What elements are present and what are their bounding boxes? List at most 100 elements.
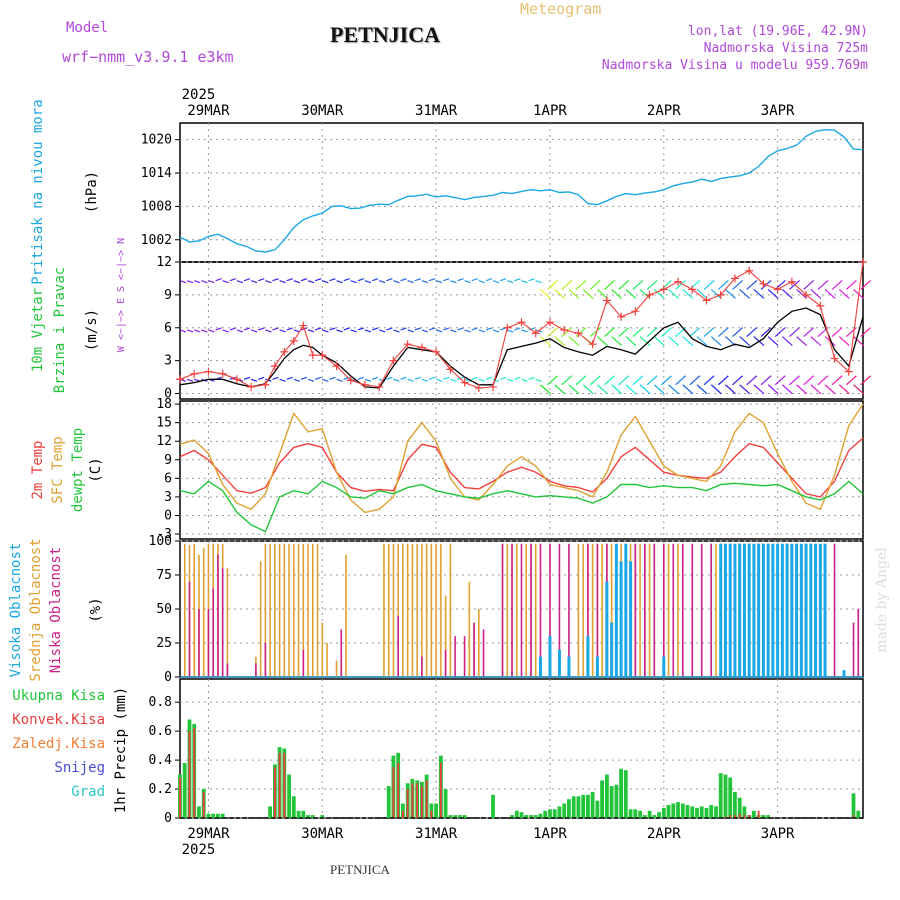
- wind-arrow: [393, 329, 400, 333]
- wind-arrow: [364, 280, 372, 284]
- wind-arrow: [589, 327, 601, 337]
- wind-arrow: [789, 327, 800, 337]
- wind-arrow: [407, 378, 414, 382]
- wind-compass-label: W <−|−> E S <−|−> N: [116, 238, 127, 352]
- wind-arrow: [710, 384, 722, 395]
- temp-line-0: [179, 437, 864, 498]
- wind-gust-marker: [517, 318, 526, 327]
- wind-arrow: [625, 384, 637, 395]
- model-name: wrf−nmm_v3.9.1 e3km: [62, 48, 234, 66]
- x-tick-label-bottom: 31MAR: [415, 826, 458, 842]
- wind-arrow: [186, 329, 194, 333]
- precip-bar: [766, 815, 770, 818]
- precip-bar: [491, 794, 495, 818]
- wind-arrow: [499, 278, 507, 282]
- precip-bar: [182, 763, 187, 818]
- wind-arrow: [464, 280, 471, 284]
- wind-gust-marker: [745, 266, 754, 275]
- wind-arrow: [845, 327, 857, 337]
- wind-gust-marker: [289, 336, 298, 345]
- precip-bar: [742, 806, 747, 818]
- wind-arrow: [208, 280, 215, 284]
- precip-bar: [633, 809, 638, 818]
- wind-arrow: [201, 329, 208, 333]
- wind-arrow: [521, 378, 528, 382]
- wind-arrow: [443, 376, 450, 380]
- precip-bar: [220, 813, 225, 818]
- wind-arrow: [528, 278, 535, 282]
- wind-axis-subtitle: Brzina i Pravac: [52, 267, 68, 393]
- wind-arrow: [639, 384, 651, 395]
- wind-arrow: [661, 279, 672, 290]
- y-tick-label: -3: [156, 527, 172, 542]
- wind-arrow: [343, 278, 350, 282]
- model-elevation-label: Nadmorska Visina u modelu 959.769m: [601, 58, 868, 73]
- wind-arrow: [229, 278, 236, 282]
- wind-arrow: [371, 327, 379, 331]
- wind-gust-marker: [299, 321, 308, 330]
- precip-bar: [392, 767, 395, 818]
- wind-arrow: [817, 375, 829, 386]
- wind-arrow: [653, 288, 665, 299]
- wind-arrow: [293, 329, 301, 333]
- y-tick-label: 0.4: [149, 753, 173, 768]
- wind-arrow: [279, 280, 286, 284]
- wind-arrow: [831, 375, 843, 386]
- wind-arrow: [514, 376, 521, 380]
- wind-arrow: [421, 280, 429, 284]
- x-tick-label-top: 2APR: [647, 103, 681, 119]
- year-label-bottom: 2025: [182, 842, 216, 858]
- wind-arrow: [507, 280, 514, 284]
- precip-bar: [748, 815, 751, 818]
- x-tick-label-top: 3APR: [761, 103, 795, 119]
- wind-arrow: [554, 384, 566, 395]
- wind-arrow: [350, 280, 357, 284]
- x-tick-label-bottom: 3APR: [761, 826, 795, 842]
- wind-gust-marker: [232, 375, 241, 384]
- precip-bar: [856, 810, 861, 818]
- wind-arrow: [575, 327, 587, 337]
- wind-gust-marker: [489, 382, 498, 391]
- wind-arrow: [725, 384, 736, 395]
- precip-bar: [718, 773, 723, 818]
- precip-bar: [287, 774, 291, 818]
- precip-bar: [661, 807, 666, 818]
- wind-arrow: [279, 378, 286, 382]
- precip-bar: [704, 807, 709, 818]
- precip-bar: [538, 813, 543, 818]
- wind-arrow: [796, 288, 807, 299]
- precip-bar: [401, 803, 405, 818]
- wind-arrow: [443, 327, 450, 331]
- wind-arrow: [457, 327, 464, 331]
- wind-arrow: [322, 329, 329, 333]
- wind-arrow: [589, 279, 601, 290]
- wind-arrow: [810, 288, 822, 299]
- wind-arrow: [215, 278, 222, 282]
- precip-bar: [416, 783, 419, 819]
- wind-arrow: [535, 378, 542, 382]
- wind-arrow: [507, 329, 514, 333]
- wind-arrow: [379, 280, 386, 284]
- wind-arrow: [682, 336, 694, 346]
- y-tick-label: 25: [156, 636, 172, 651]
- wind-arrow: [831, 279, 843, 290]
- wind-arrow: [661, 375, 672, 386]
- wind-arrow: [618, 375, 630, 386]
- tsfc-axis-title: SFC Temp: [50, 436, 66, 503]
- wind-gust-marker: [645, 290, 654, 299]
- panel-pressure: 1002 1008 1014 1020: [141, 122, 864, 263]
- precip-bar: [709, 805, 714, 818]
- wind-arrow: [243, 376, 251, 380]
- precip-unit-label: 1hr Precip (mm): [113, 687, 129, 813]
- wind-arrow: [646, 279, 658, 290]
- precip-bar: [448, 815, 453, 818]
- wind-arrow: [215, 327, 222, 331]
- x-tick-label-top: 1APR: [533, 103, 567, 119]
- precip-bar: [724, 816, 727, 818]
- wind-arrow: [561, 375, 573, 386]
- wind-gust-marker: [802, 290, 811, 299]
- precip-bar: [743, 815, 746, 818]
- wind-arrow: [845, 279, 857, 290]
- precip-bar: [397, 763, 400, 818]
